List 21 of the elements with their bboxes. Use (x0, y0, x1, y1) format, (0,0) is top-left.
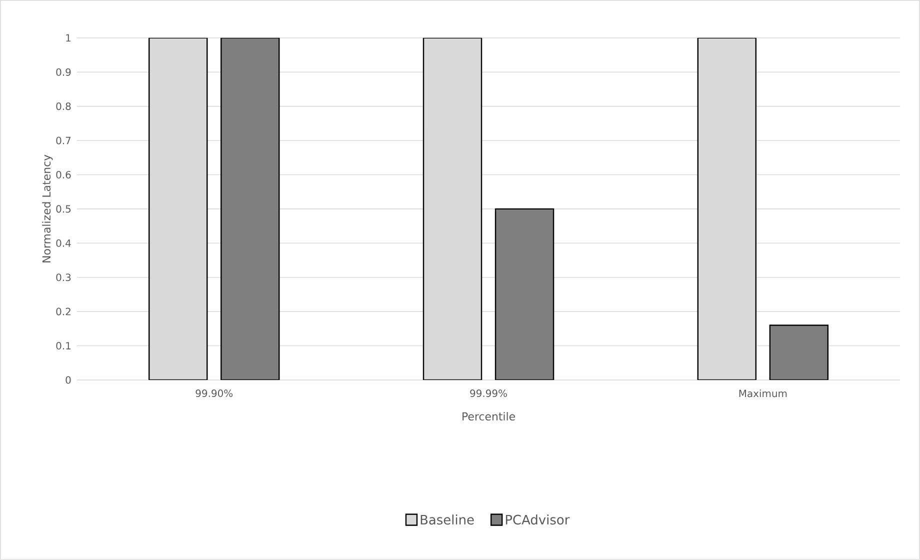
y-tick-label: 0.3 (56, 274, 71, 282)
y-tick-label: 0 (66, 376, 71, 384)
y-tick-label: 0.1 (56, 342, 70, 350)
bar (220, 38, 280, 380)
bar (769, 324, 829, 380)
y-tick-label: 0.2 (56, 308, 70, 316)
y-tick-label: 0.6 (56, 170, 71, 179)
y-tick-label: 1 (66, 34, 70, 42)
y-tick-label: 0.9 (56, 68, 71, 76)
x-tick-label: 99.90% (196, 390, 233, 398)
legend-label: PCAdvisor (506, 514, 570, 525)
y-axis-title: Normalized Latency (42, 154, 53, 262)
x-tick-label: 99.99% (470, 390, 507, 398)
x-axis-title: Percentile (462, 412, 515, 421)
y-tick-label: 0.8 (56, 102, 71, 110)
y-tick-label: 0.7 (56, 136, 71, 144)
x-tick-label: Maximum (739, 390, 787, 398)
y-tick-label: 0.4 (56, 239, 71, 247)
legend-label: Baseline (420, 514, 474, 525)
bar (494, 208, 554, 380)
y-tick-label: 0.5 (56, 205, 71, 213)
